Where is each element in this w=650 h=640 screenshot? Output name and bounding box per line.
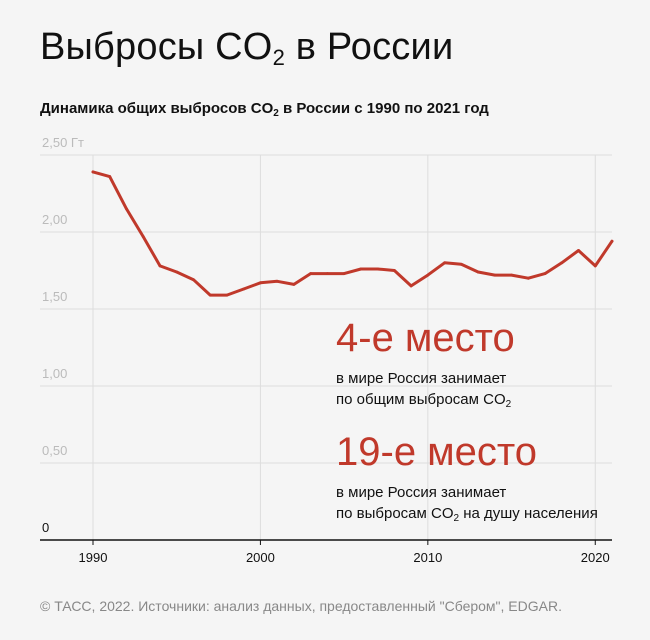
x-tick-layer: 1990 2000 2010 2020 xyxy=(79,550,610,565)
data-point xyxy=(242,287,246,291)
title-subscript: 2 xyxy=(272,45,285,70)
data-point xyxy=(259,281,262,285)
data-point xyxy=(359,267,363,271)
rank-per-capita-value: 19-е место xyxy=(336,430,538,474)
subtitle-subscript: 2 xyxy=(273,108,279,119)
rank-total-caption: в мире Россия занимает по общим выбросам… xyxy=(336,368,515,415)
data-point xyxy=(292,282,296,286)
data-point xyxy=(309,272,313,275)
rank-per-capita-line1: в мире Россия занимает xyxy=(336,484,507,501)
annotation-rank-per-capita: 19-е место в мире Россия занимает по выб… xyxy=(336,432,598,529)
data-point xyxy=(426,273,430,277)
rank-total-line2-text: по общим выбросам CO xyxy=(336,391,506,408)
y-tick-layer: 0 0,50 1,00 1,50 2,00 2,50 Гт xyxy=(42,135,84,535)
data-point xyxy=(459,262,463,266)
y-tick-label: 2,00 xyxy=(42,212,67,227)
rank-per-capita-line2-text: по выбросам CO xyxy=(336,505,454,522)
annotation-rank-total: 4-е место в мире Россия занимает по общи… xyxy=(336,318,515,415)
x-tick-label: 2010 xyxy=(413,550,442,565)
x-tick-label: 2020 xyxy=(581,550,610,565)
rank-per-capita-line2-sub: 2 xyxy=(453,513,460,524)
y-tick-label: 0 xyxy=(42,520,49,535)
data-point xyxy=(208,293,212,297)
grid-layer xyxy=(40,154,612,545)
data-point xyxy=(108,175,112,178)
data-point xyxy=(125,207,128,211)
rank-total-value: 4-е место xyxy=(336,316,515,360)
data-point xyxy=(510,273,513,277)
data-point xyxy=(443,261,446,265)
data-point xyxy=(158,264,162,268)
rank-total-line1: в мире Россия занимает xyxy=(336,370,507,387)
source-footer: © ТАСС, 2022. Источники: анализ данных, … xyxy=(40,598,562,614)
data-point xyxy=(275,279,279,283)
data-point xyxy=(409,284,413,288)
x-tick-label: 1990 xyxy=(79,550,108,565)
data-point xyxy=(493,273,497,277)
x-tick-label: 2000 xyxy=(246,550,275,565)
subtitle-text: Динамика общих выбросов CO xyxy=(40,100,274,117)
data-point xyxy=(376,267,380,271)
chart-subtitle: Динамика общих выбросов CO2 в России с 1… xyxy=(40,100,489,119)
data-point xyxy=(543,272,547,275)
series-line xyxy=(91,170,614,297)
data-point xyxy=(392,269,396,272)
data-point xyxy=(560,261,564,265)
data-point xyxy=(225,293,229,297)
data-point xyxy=(342,272,346,275)
data-point xyxy=(175,270,179,274)
title-tail: в России xyxy=(285,26,454,68)
rank-per-capita-line2-tail: на душу населения xyxy=(459,505,598,522)
title-text: Выбросы CO xyxy=(40,26,273,68)
page-title: Выбросы CO2 в России xyxy=(40,26,453,71)
data-point xyxy=(325,272,329,275)
y-tick-label: 1,00 xyxy=(42,366,67,381)
data-point xyxy=(577,249,580,252)
data-point xyxy=(91,170,95,174)
y-tick-label: 1,50 xyxy=(42,289,67,304)
rank-per-capita-caption: в мире Россия занимает по выбросам CO2 н… xyxy=(336,482,598,529)
data-point xyxy=(141,235,145,239)
rank-total-line2-sub: 2 xyxy=(505,399,512,410)
data-point xyxy=(476,270,480,274)
line-chart: 0 0,50 1,00 1,50 2,00 2,50 Гт 1990 2000 2010 202… xyxy=(40,135,614,565)
y-tick-label: 2,50 Гт xyxy=(42,135,84,150)
data-point xyxy=(593,264,597,268)
rank-per-capita-line2: по выбросам CO2 на душу населения xyxy=(336,503,598,529)
rank-total-line2: по общим выбросам CO2 xyxy=(336,389,515,415)
data-point xyxy=(610,239,614,243)
y-tick-label: 0,50 xyxy=(42,443,67,458)
data-point xyxy=(192,278,195,282)
subtitle-tail: в России с 1990 по 2021 год xyxy=(278,100,489,117)
data-point xyxy=(526,276,530,280)
series-layer xyxy=(91,170,614,297)
